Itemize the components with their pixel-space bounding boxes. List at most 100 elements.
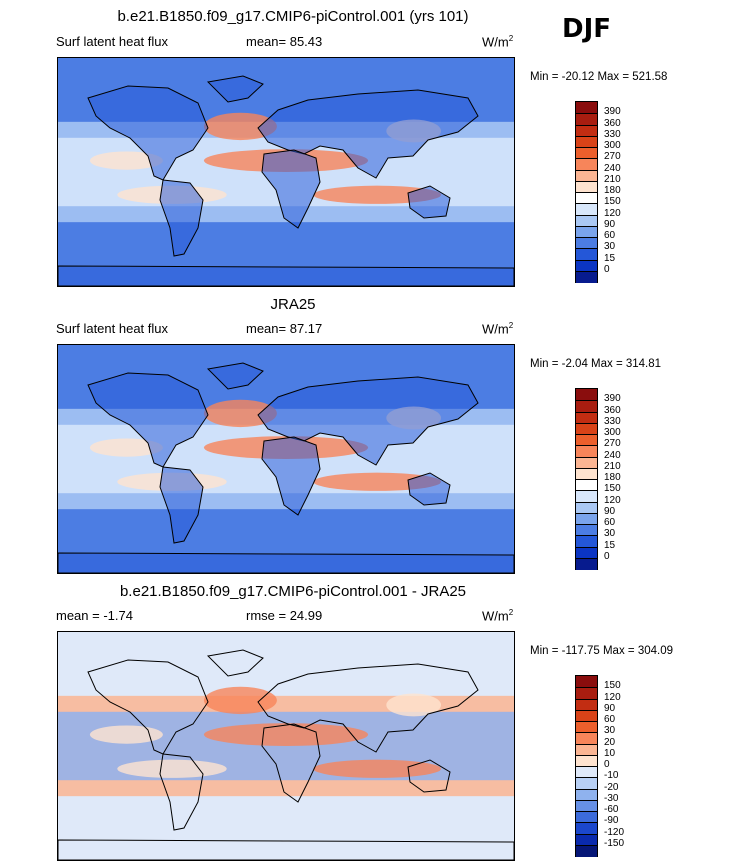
- colorbar-cell: [576, 743, 597, 756]
- colorbar-tick-label: 90: [604, 505, 616, 517]
- colorbar-cell: [576, 237, 597, 250]
- colorbar-cell: [576, 546, 597, 559]
- map-field: [58, 58, 514, 286]
- panel-title-diff: b.e21.B1850.f09_g17.CMIP6-piControl.001 …: [119, 583, 467, 600]
- units-label-model: W/m2: [482, 34, 514, 50]
- colorbar-cell: [576, 169, 597, 182]
- colorbar-cell: [576, 270, 597, 283]
- colorbar-tick-label: 15: [604, 252, 616, 264]
- colorbar-tick-label: 60: [604, 230, 616, 241]
- colorbar-cell: [576, 844, 597, 857]
- panel-mean-label-model: mean= 85.43: [246, 34, 323, 49]
- colorbar-cell: [576, 766, 597, 779]
- map-field: [58, 345, 514, 573]
- colorbar-cell: [576, 203, 597, 216]
- colorbar-tick-label: 270: [604, 151, 621, 163]
- colorbar-tick-label: 0: [604, 759, 610, 770]
- colorbar-tick-label: 300: [604, 140, 621, 151]
- colorbar-cell: [576, 732, 597, 745]
- panel-title-obs: JRA25: [270, 296, 316, 313]
- colorbar-tick-label: 360: [604, 117, 621, 129]
- colorbar-cell: [576, 501, 597, 514]
- colorbar-tick-label: 90: [604, 702, 616, 714]
- colorbar-cell: [576, 158, 597, 171]
- colorbar-cell: [576, 214, 597, 227]
- minmax-obs: Min = -2.04 Max = 314.81: [530, 358, 662, 370]
- colorbar-cell: [576, 422, 597, 435]
- colorbar-tick-label: -120: [604, 826, 625, 838]
- colorbar-cell: [576, 259, 597, 272]
- colorbar-tick-label: 150: [604, 483, 621, 495]
- colorbar-diff: [575, 675, 598, 857]
- colorbar-tick-label: -20: [604, 781, 619, 793]
- colorbar-tick-label: 390: [604, 393, 621, 405]
- colorbar-cell: [576, 709, 597, 722]
- colorbar-tick-label: 240: [604, 162, 621, 174]
- colorbar-cell: [576, 456, 597, 469]
- map-obs-latent-heat-flux: [57, 344, 515, 574]
- colorbar-cell: [576, 192, 597, 205]
- colorbar-cell: [576, 822, 597, 835]
- colorbar-tick-label: 10: [604, 747, 616, 759]
- colorbar-cell: [576, 479, 597, 492]
- colorbar-cell: [576, 687, 597, 700]
- colorbar-tick-label: -150: [604, 837, 625, 849]
- panel-left-label-model: Surf latent heat flux: [56, 34, 169, 49]
- colorbar-cell: [576, 698, 597, 711]
- colorbar-cell: [576, 113, 597, 126]
- colorbar-cell: [576, 535, 597, 548]
- colorbar-tick-label: 120: [604, 207, 621, 219]
- colorbar-cell: [576, 777, 597, 790]
- colorbar-tick-label: -10: [604, 770, 619, 782]
- colorbar-cell: [576, 676, 597, 688]
- colorbar-cell: [576, 754, 597, 767]
- colorbar-tick-label: 240: [604, 449, 621, 461]
- units-label-diff: W/m2: [482, 608, 514, 624]
- panel-rmse-label-diff: rmse = 24.99: [246, 608, 323, 623]
- colorbar-cell: [576, 434, 597, 447]
- colorbar-model: [575, 101, 598, 283]
- colorbar-cell: [576, 225, 597, 238]
- panel-mean-label-obs: mean= 87.17: [246, 321, 323, 336]
- colorbar-tick-label: 360: [604, 404, 621, 416]
- colorbar-tick-label: 0: [604, 263, 610, 275]
- colorbar-cell: [576, 411, 597, 424]
- colorbar-tick-label: 30: [604, 528, 616, 540]
- colorbar-tick-label: 30: [604, 725, 616, 737]
- minmax-diff: Min = -117.75 Max = 304.09: [530, 645, 673, 657]
- colorbar-cell: [576, 811, 597, 824]
- colorbar-tick-label: 210: [604, 173, 621, 185]
- colorbar-cell: [576, 557, 597, 570]
- colorbar-cell: [576, 490, 597, 503]
- colorbar-tick-label: 60: [604, 714, 616, 725]
- colorbar-tick-label: 180: [604, 472, 621, 483]
- colorbar-tick-label: 390: [604, 106, 621, 118]
- colorbar-cell: [576, 799, 597, 812]
- colorbar-cell: [576, 467, 597, 480]
- colorbar-tick-label: 300: [604, 427, 621, 438]
- colorbar-tick-label: 0: [604, 550, 610, 562]
- panel-title-model: b.e21.B1850.f09_g17.CMIP6-piControl.001 …: [117, 8, 469, 25]
- colorbar-tick-label: 270: [604, 438, 621, 450]
- colorbar-tick-label: -60: [604, 804, 619, 815]
- colorbar-cell: [576, 147, 597, 160]
- colorbar-tick-label: 180: [604, 185, 621, 196]
- colorbar-cell: [576, 248, 597, 261]
- panel-left-label-obs: Surf latent heat flux: [56, 321, 169, 336]
- panel-mean-label-diff: mean = -1.74: [56, 608, 133, 623]
- colorbar-tick-label: 15: [604, 539, 616, 551]
- colorbar-cell: [576, 400, 597, 413]
- colorbar-cell: [576, 788, 597, 801]
- colorbar-cell: [576, 721, 597, 734]
- colorbar-tick-label: 120: [604, 691, 621, 703]
- colorbar-cell: [576, 833, 597, 846]
- map-field: [58, 632, 514, 860]
- colorbar-cell: [576, 180, 597, 193]
- colorbar-obs: [575, 388, 598, 570]
- colorbar-tick-label: 60: [604, 517, 616, 528]
- minmax-model: Min = -20.12 Max = 521.58: [530, 71, 668, 83]
- map-diff-latent-heat-flux: [57, 631, 515, 861]
- colorbar-tick-label: 20: [604, 736, 616, 748]
- colorbar-tick-label: -30: [604, 792, 619, 804]
- colorbar-cell: [576, 135, 597, 148]
